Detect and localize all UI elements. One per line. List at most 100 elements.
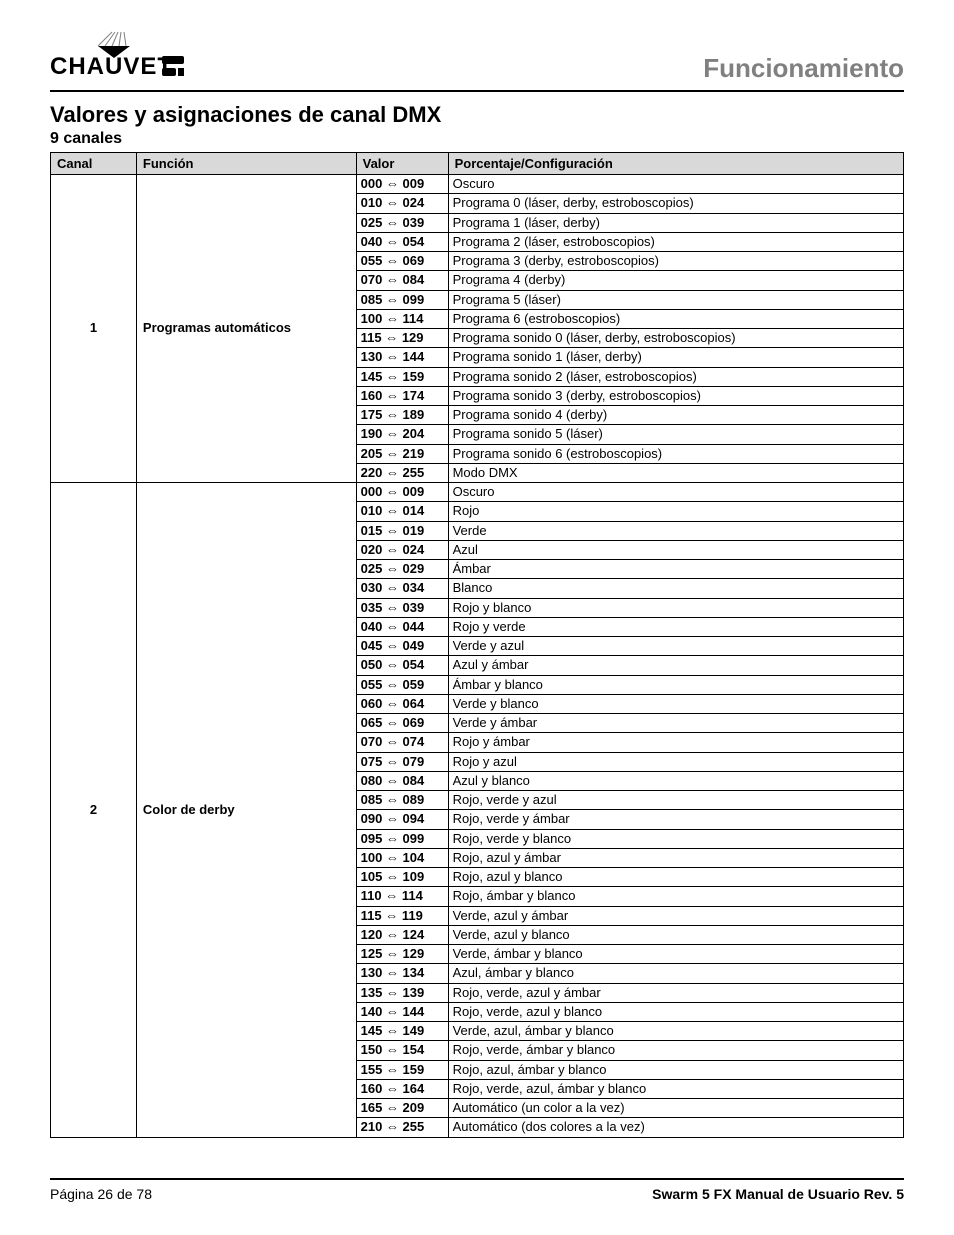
page-title: Valores y asignaciones de canal DMX (50, 102, 904, 128)
cell-valor: 015 ⇔ 019 (356, 521, 448, 540)
cell-config: Rojo (448, 502, 903, 521)
cell-valor: 010 ⇔ 024 (356, 194, 448, 213)
cell-valor: 045 ⇔ 049 (356, 637, 448, 656)
cell-config: Verde, azul, ámbar y blanco (448, 1022, 903, 1041)
cell-config: Rojo y azul (448, 752, 903, 771)
cell-config: Rojo, azul y ámbar (448, 848, 903, 867)
cell-config: Rojo, verde, ámbar y blanco (448, 1041, 903, 1060)
chauvet-logo: CHAUVET (50, 30, 190, 84)
cell-config: Automático (un color a la vez) (448, 1099, 903, 1118)
cell-valor: 155 ⇔ 159 (356, 1060, 448, 1079)
cell-config: Programa 5 (láser) (448, 290, 903, 309)
cell-valor: 055 ⇔ 069 (356, 252, 448, 271)
cell-valor: 175 ⇔ 189 (356, 406, 448, 425)
cell-config: Verde, azul y blanco (448, 925, 903, 944)
cell-valor: 130 ⇔ 134 (356, 964, 448, 983)
cell-config: Verde, ámbar y blanco (448, 945, 903, 964)
cell-valor: 060 ⇔ 064 (356, 694, 448, 713)
cell-valor: 220 ⇔ 255 (356, 463, 448, 482)
cell-config: Rojo y verde (448, 617, 903, 636)
cell-valor: 110 ⇔ 114 (356, 887, 448, 906)
cell-config: Programa sonido 6 (estroboscopios) (448, 444, 903, 463)
cell-valor: 025 ⇔ 039 (356, 213, 448, 232)
cell-config: Rojo, verde, azul, ámbar y blanco (448, 1079, 903, 1098)
cell-config: Rojo y blanco (448, 598, 903, 617)
th-valor: Valor (356, 153, 448, 175)
cell-valor: 150 ⇔ 154 (356, 1041, 448, 1060)
cell-config: Rojo, verde, azul y blanco (448, 1002, 903, 1021)
cell-valor: 075 ⇔ 079 (356, 752, 448, 771)
cell-valor: 120 ⇔ 124 (356, 925, 448, 944)
cell-valor: 165 ⇔ 209 (356, 1099, 448, 1118)
cell-config: Programa sonido 3 (derby, estroboscopios… (448, 386, 903, 405)
cell-config: Programa sonido 2 (láser, estroboscopios… (448, 367, 903, 386)
cell-config: Verde y blanco (448, 694, 903, 713)
cell-valor: 160 ⇔ 164 (356, 1079, 448, 1098)
cell-valor: 035 ⇔ 039 (356, 598, 448, 617)
cell-valor: 125 ⇔ 129 (356, 945, 448, 964)
cell-config: Programa 1 (láser, derby) (448, 213, 903, 232)
cell-valor: 095 ⇔ 099 (356, 829, 448, 848)
cell-valor: 145 ⇔ 159 (356, 367, 448, 386)
cell-config: Programa 4 (derby) (448, 271, 903, 290)
cell-config: Rojo, verde y blanco (448, 829, 903, 848)
cell-valor: 030 ⇔ 034 (356, 579, 448, 598)
cell-config: Programa sonido 0 (láser, derby, estrobo… (448, 329, 903, 348)
cell-config: Rojo, azul, ámbar y blanco (448, 1060, 903, 1079)
cell-config: Rojo, verde y azul (448, 791, 903, 810)
cell-config: Modo DMX (448, 463, 903, 482)
table-row: 2Color de derby000 ⇔ 009Oscuro (51, 483, 904, 502)
cell-config: Azul, ámbar y blanco (448, 964, 903, 983)
footer-doc-title: Swarm 5 FX Manual de Usuario Rev. 5 (652, 1186, 904, 1202)
th-funcion: Función (136, 153, 356, 175)
page-subtitle: 9 canales (50, 130, 904, 148)
cell-valor: 090 ⇔ 094 (356, 810, 448, 829)
cell-valor: 100 ⇔ 104 (356, 848, 448, 867)
cell-valor: 085 ⇔ 099 (356, 290, 448, 309)
cell-config: Programa sonido 5 (láser) (448, 425, 903, 444)
cell-valor: 105 ⇔ 109 (356, 868, 448, 887)
cell-config: Ámbar (448, 560, 903, 579)
cell-config: Rojo y ámbar (448, 733, 903, 752)
cell-valor: 140 ⇔ 144 (356, 1002, 448, 1021)
cell-config: Verde, azul y ámbar (448, 906, 903, 925)
cell-funcion: Color de derby (136, 483, 356, 1138)
svg-text:CHAUVET: CHAUVET (50, 53, 173, 80)
cell-valor: 130 ⇔ 144 (356, 348, 448, 367)
section-title: Funcionamiento (703, 53, 904, 84)
cell-config: Programa sonido 4 (derby) (448, 406, 903, 425)
cell-valor: 040 ⇔ 044 (356, 617, 448, 636)
cell-config: Verde y azul (448, 637, 903, 656)
cell-valor: 070 ⇔ 084 (356, 271, 448, 290)
cell-valor: 040 ⇔ 054 (356, 232, 448, 251)
cell-funcion: Programas automáticos (136, 175, 356, 483)
cell-config: Verde (448, 521, 903, 540)
cell-config: Oscuro (448, 483, 903, 502)
dmx-table: Canal Función Valor Porcentaje/Configura… (50, 152, 904, 1138)
cell-valor: 160 ⇔ 174 (356, 386, 448, 405)
cell-valor: 085 ⇔ 089 (356, 791, 448, 810)
cell-valor: 115 ⇔ 129 (356, 329, 448, 348)
cell-canal: 2 (51, 483, 137, 1138)
cell-valor: 000 ⇔ 009 (356, 175, 448, 194)
cell-config: Rojo, ámbar y blanco (448, 887, 903, 906)
cell-config: Programa 2 (láser, estroboscopios) (448, 232, 903, 251)
page-header: CHAUVET Funcionamiento (50, 30, 904, 92)
cell-config: Azul y ámbar (448, 656, 903, 675)
cell-valor: 055 ⇔ 059 (356, 675, 448, 694)
cell-valor: 145 ⇔ 149 (356, 1022, 448, 1041)
th-canal: Canal (51, 153, 137, 175)
cell-config: Programa 6 (estroboscopios) (448, 309, 903, 328)
cell-config: Rojo, verde, azul y ámbar (448, 983, 903, 1002)
cell-canal: 1 (51, 175, 137, 483)
table-header-row: Canal Función Valor Porcentaje/Configura… (51, 153, 904, 175)
cell-valor: 000 ⇔ 009 (356, 483, 448, 502)
cell-config: Oscuro (448, 175, 903, 194)
cell-valor: 210 ⇔ 255 (356, 1118, 448, 1137)
cell-valor: 070 ⇔ 074 (356, 733, 448, 752)
th-config: Porcentaje/Configuración (448, 153, 903, 175)
cell-config: Rojo, verde y ámbar (448, 810, 903, 829)
cell-valor: 025 ⇔ 029 (356, 560, 448, 579)
cell-valor: 115 ⇔ 119 (356, 906, 448, 925)
cell-config: Azul y blanco (448, 771, 903, 790)
